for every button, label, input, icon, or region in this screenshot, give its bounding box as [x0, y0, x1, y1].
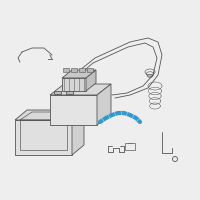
- Polygon shape: [62, 78, 86, 91]
- Polygon shape: [97, 84, 111, 125]
- Polygon shape: [54, 91, 61, 94]
- Polygon shape: [79, 68, 85, 72]
- Polygon shape: [62, 70, 96, 78]
- Polygon shape: [50, 95, 97, 125]
- Polygon shape: [15, 120, 72, 155]
- Polygon shape: [72, 110, 84, 155]
- Polygon shape: [63, 68, 69, 72]
- Polygon shape: [86, 70, 96, 91]
- Polygon shape: [66, 91, 73, 94]
- Polygon shape: [15, 110, 84, 120]
- Polygon shape: [87, 68, 93, 72]
- Polygon shape: [50, 84, 111, 95]
- Polygon shape: [71, 68, 77, 72]
